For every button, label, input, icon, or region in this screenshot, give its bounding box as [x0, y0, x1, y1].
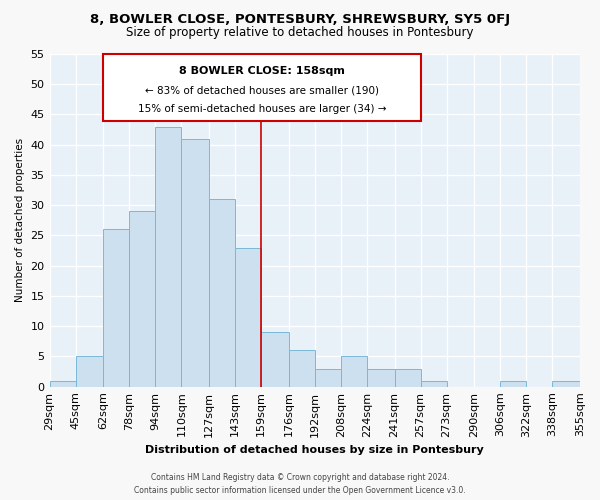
Bar — [289, 350, 315, 386]
Text: Size of property relative to detached houses in Pontesbury: Size of property relative to detached ho… — [126, 26, 474, 39]
Bar — [315, 368, 341, 386]
Bar — [367, 368, 395, 386]
Bar — [395, 368, 421, 386]
Bar — [50, 380, 76, 386]
Bar — [76, 356, 103, 386]
Bar — [103, 230, 129, 386]
Bar — [181, 138, 209, 386]
Bar — [155, 126, 181, 386]
X-axis label: Distribution of detached houses by size in Pontesbury: Distribution of detached houses by size … — [145, 445, 484, 455]
Text: Contains HM Land Registry data © Crown copyright and database right 2024.
Contai: Contains HM Land Registry data © Crown c… — [134, 473, 466, 495]
Bar — [261, 332, 289, 386]
Text: 8 BOWLER CLOSE: 158sqm: 8 BOWLER CLOSE: 158sqm — [179, 66, 345, 76]
Bar — [209, 199, 235, 386]
Bar — [235, 248, 261, 386]
Text: ← 83% of detached houses are smaller (190): ← 83% of detached houses are smaller (19… — [145, 86, 379, 96]
FancyBboxPatch shape — [103, 54, 421, 120]
Y-axis label: Number of detached properties: Number of detached properties — [15, 138, 25, 302]
Bar — [421, 380, 446, 386]
Bar — [500, 380, 526, 386]
Text: 15% of semi-detached houses are larger (34) →: 15% of semi-detached houses are larger (… — [137, 104, 386, 114]
Bar — [553, 380, 580, 386]
Text: 8, BOWLER CLOSE, PONTESBURY, SHREWSBURY, SY5 0FJ: 8, BOWLER CLOSE, PONTESBURY, SHREWSBURY,… — [90, 12, 510, 26]
Bar — [341, 356, 367, 386]
Bar — [129, 212, 155, 386]
